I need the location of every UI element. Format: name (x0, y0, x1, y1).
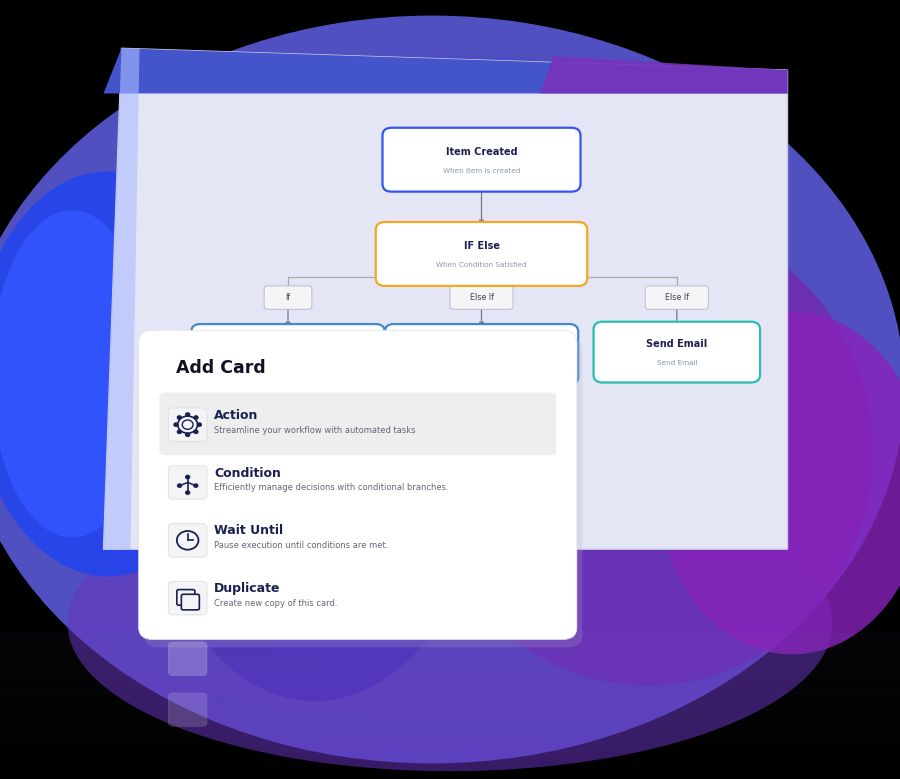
Circle shape (185, 474, 191, 479)
Bar (0, 752, 900, 757)
FancyBboxPatch shape (168, 523, 207, 557)
Text: Pause execution until conditions are met.: Pause execution until conditions are met… (214, 711, 373, 721)
Text: Send Email: Send Email (656, 360, 697, 366)
Bar (0, 644, 900, 650)
Text: Update Item: Update Item (254, 342, 322, 351)
Bar (0, 773, 900, 778)
Text: Comment Added To Triggered Item: Comment Added To Triggered Item (418, 362, 544, 368)
FancyBboxPatch shape (168, 408, 207, 442)
Text: Add Card: Add Card (176, 359, 266, 378)
Circle shape (176, 415, 182, 420)
Circle shape (194, 415, 199, 420)
Text: If: If (285, 293, 291, 302)
Bar (0, 763, 900, 768)
Bar (0, 698, 900, 703)
Circle shape (185, 432, 191, 437)
Text: Else If: Else If (470, 293, 493, 302)
Circle shape (177, 483, 182, 488)
FancyBboxPatch shape (265, 286, 311, 309)
FancyBboxPatch shape (385, 324, 578, 385)
Text: Streamline your workflow with automated tasks: Streamline your workflow with automated … (214, 425, 416, 435)
Text: Pause execution until conditions are met.: Pause execution until conditions are met… (214, 541, 389, 550)
Text: Duplicate: Duplicate (214, 647, 271, 657)
Bar (0, 719, 900, 724)
Ellipse shape (68, 475, 833, 771)
Ellipse shape (423, 218, 873, 686)
Circle shape (197, 422, 202, 427)
FancyBboxPatch shape (144, 338, 582, 647)
Bar (0, 633, 900, 639)
Text: Efficiently manage decisions with conditional branches.: Efficiently manage decisions with condit… (214, 484, 449, 492)
Text: Wait Until: Wait Until (214, 699, 273, 708)
Text: When Condition Satisfied: When Condition Satisfied (436, 262, 526, 268)
Bar (0, 735, 900, 741)
FancyBboxPatch shape (382, 128, 580, 192)
Text: Send Email: Send Email (646, 340, 707, 349)
Text: Action: Action (214, 409, 258, 421)
Bar (0, 703, 900, 709)
Text: Create new copy of this card.: Create new copy of this card. (214, 661, 327, 669)
Bar (0, 687, 900, 693)
Ellipse shape (657, 312, 900, 654)
Bar (0, 741, 900, 746)
PathPatch shape (104, 48, 788, 93)
FancyBboxPatch shape (594, 322, 760, 382)
Text: Create new copy of this card.: Create new copy of this card. (214, 599, 338, 608)
FancyBboxPatch shape (645, 286, 708, 309)
Bar (0, 767, 900, 773)
Text: When Item is created: When Item is created (443, 167, 520, 174)
Circle shape (185, 412, 191, 417)
FancyBboxPatch shape (191, 324, 385, 385)
Text: Update Assignee: Update Assignee (257, 362, 319, 368)
Bar (0, 693, 900, 698)
Bar (0, 730, 900, 735)
Text: Condition: Condition (214, 467, 281, 480)
PathPatch shape (540, 56, 788, 93)
Circle shape (194, 429, 199, 434)
Bar (0, 665, 900, 671)
Bar (0, 709, 900, 714)
FancyBboxPatch shape (168, 642, 207, 675)
Bar (0, 714, 900, 719)
Circle shape (176, 429, 182, 434)
Circle shape (173, 422, 178, 427)
Bar (0, 746, 900, 752)
Bar (0, 650, 900, 655)
FancyBboxPatch shape (159, 393, 556, 455)
Text: Item Created: Item Created (446, 147, 518, 157)
Ellipse shape (0, 171, 243, 576)
Bar (0, 676, 900, 682)
PathPatch shape (104, 48, 140, 549)
Ellipse shape (126, 78, 504, 701)
Bar (0, 671, 900, 676)
FancyBboxPatch shape (139, 330, 577, 640)
Bar (0, 757, 900, 763)
Ellipse shape (0, 210, 153, 538)
FancyBboxPatch shape (168, 581, 207, 615)
PathPatch shape (104, 48, 788, 549)
Bar (0, 660, 900, 665)
Bar (0, 724, 900, 730)
Text: Else If: Else If (665, 293, 688, 302)
Circle shape (185, 490, 191, 495)
Bar (0, 682, 900, 687)
Text: Duplicate: Duplicate (214, 583, 281, 595)
FancyBboxPatch shape (450, 286, 513, 309)
FancyBboxPatch shape (182, 594, 200, 610)
Text: IF Else: IF Else (464, 241, 500, 251)
Text: Wait Until: Wait Until (214, 524, 284, 538)
FancyBboxPatch shape (168, 466, 207, 499)
Ellipse shape (135, 55, 765, 288)
Text: Add Comment: Add Comment (443, 342, 520, 351)
Ellipse shape (0, 16, 900, 763)
FancyBboxPatch shape (376, 222, 588, 286)
Bar (0, 639, 900, 644)
FancyBboxPatch shape (168, 693, 207, 727)
Circle shape (194, 483, 199, 488)
Bar (0, 655, 900, 661)
